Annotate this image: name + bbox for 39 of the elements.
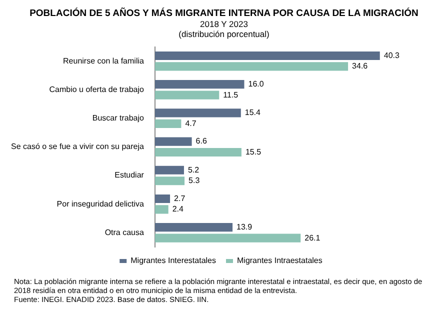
data-label: 2.4 [172,204,184,214]
y-tick-label: Reunirse con la familia [63,56,144,66]
chart-title: POBLACIÓN DE 5 AÑOS Y MÁS MIGRANTE INTERNA POR CAUSA DE LA MIGRACIÓN [28,8,420,19]
y-tick-label: Buscar trabajo [92,114,144,123]
data-label: 5.2 [188,165,200,174]
data-label: 5.3 [188,176,200,186]
y-tick-label: Se casó o se fue a vivir con su pareja [10,142,145,152]
data-label: 26.1 [304,233,321,242]
data-label: 15.4 [244,108,262,118]
bar [154,166,184,174]
bar [154,119,182,128]
bar [154,223,233,232]
bar [154,80,244,89]
y-tick-label: Otra causa [104,228,144,237]
bar [154,148,242,157]
data-label: 16.0 [248,80,264,89]
y-tick-label: Estudiar [114,170,144,180]
bar [154,108,241,118]
bar [154,234,301,242]
data-label: 13.9 [236,222,253,232]
data-label: 2.7 [174,194,186,203]
data-label: 15.5 [245,147,262,156]
bar [154,62,348,71]
y-tick-label: Cambio u oferta de trabajo [49,84,144,94]
chart-subtitle: 2018 Y 2023 (distribución porcentual) [178,19,270,39]
bar [154,194,170,204]
bar [154,51,380,60]
legend-label: Migrantes Interestatales [130,256,216,266]
data-label: 34.6 [352,62,368,71]
data-label: 40.3 [384,50,400,60]
data-label: 4.7 [185,118,197,128]
data-label: 11.5 [223,90,239,100]
legend-label: Migrantes Intraestatales [237,256,322,266]
bar [154,176,185,186]
bar [154,205,168,214]
bar [154,137,192,146]
bar [154,90,220,100]
data-label: 6.6 [196,136,208,146]
y-tick-label: Por inseguridad delictiva [56,199,144,208]
